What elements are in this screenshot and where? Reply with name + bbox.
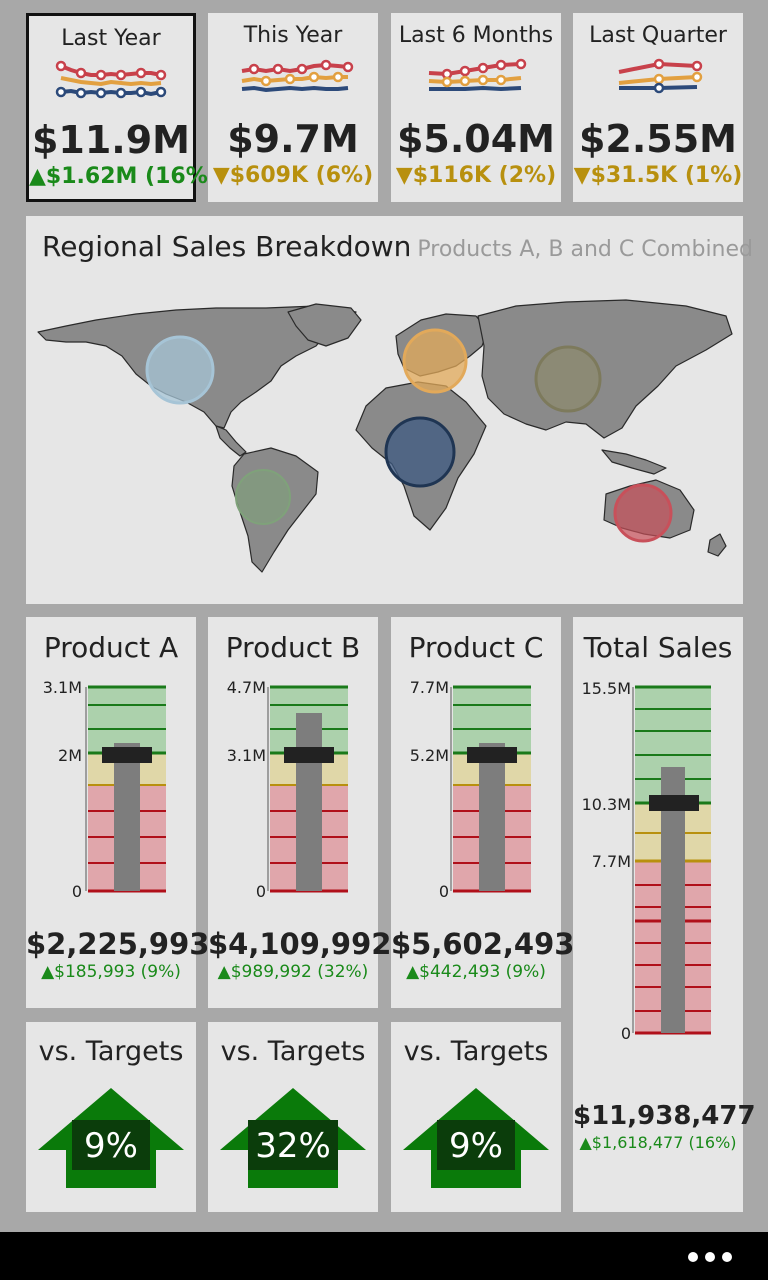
arrow-up-icon (220, 1088, 366, 1188)
product-b-tile[interactable]: Product B 4.7M 3.1M 0 $4,109,992 ▲$989,9… (208, 617, 392, 1008)
product-a-tile[interactable]: Product A 3.1M 2M 0 $2,225,993 ▲$185,993… (26, 617, 210, 1008)
sparkline-icon (428, 58, 527, 92)
period-title: Last Quarter (589, 23, 727, 48)
tick-label: 3.1M (227, 746, 266, 765)
period-value: $9.7M (227, 117, 359, 161)
dot (705, 1252, 715, 1262)
region-bubble-south-america (235, 469, 291, 525)
period-delta: ▼$116K (2%) (395, 163, 557, 188)
period-title: Last Year (61, 26, 161, 51)
period-title: Last 6 Months (398, 23, 554, 48)
continent-se-asia (601, 449, 667, 475)
period-title: This Year (243, 23, 343, 48)
map-title: Regional Sales Breakdown Products A, B an… (42, 230, 753, 263)
tick-label: 10.3M (582, 795, 631, 814)
total-sales-tile[interactable]: Total Sales 15.5M 10.3M 7.7M 0 $11,938,4… (573, 617, 756, 1212)
tick-label: 0 (439, 882, 449, 901)
tick-label: 3.1M (43, 678, 82, 697)
period-value: $5.04M (396, 117, 555, 161)
period-tile-last-year[interactable]: Last Year $11.9M ▲$1.62M (16%) (26, 13, 218, 202)
period-delta: ▼$31.5K (1%) (573, 163, 743, 188)
tick-label: 4.7M (227, 678, 266, 697)
tick-label: 7.7M (592, 852, 631, 871)
target-tile-product-a[interactable]: vs. Targets 9% (26, 1022, 196, 1212)
continent-greenland (287, 303, 362, 347)
bullet-gauge: 3.1M 2M 0 (43, 678, 166, 901)
arrow-up-icon (403, 1088, 549, 1188)
target-percent: 32% (255, 1126, 331, 1166)
period-value: $11.9M (31, 118, 190, 162)
period-tile-last-quarter[interactable]: Last Quarter $2.55M ▼$31.5K (1%) (573, 13, 743, 202)
continent-asia (477, 299, 733, 439)
product-delta: ▲$185,993 (9%) (41, 962, 181, 982)
product-delta: ▲$442,493 (9%) (406, 962, 546, 982)
target-percent: 9% (449, 1126, 503, 1166)
sparkline-icon (55, 60, 167, 99)
product-title: Product B (225, 631, 361, 664)
target-percent: 9% (84, 1126, 138, 1166)
target-title: vs. Targets (220, 1036, 366, 1067)
map-title-text: Regional Sales Breakdown (42, 230, 412, 263)
continent-central-america (215, 425, 247, 457)
region-bubble-africa (384, 416, 456, 488)
regional-sales-map-tile[interactable]: Regional Sales Breakdown Products A, B an… (26, 216, 753, 604)
product-title: Product A (43, 631, 179, 664)
region-bubble-australia (613, 483, 673, 543)
tick-label: 5.2M (410, 746, 449, 765)
bullet-gauge: 4.7M 3.1M 0 (227, 678, 348, 901)
map-subtitle: Products A, B and C Combined (417, 237, 753, 262)
bullet-gauge: 15.5M 10.3M 7.7M 0 (582, 679, 711, 1043)
arrow-up-icon (38, 1088, 184, 1188)
tick-label: 0 (72, 882, 82, 901)
dot (688, 1252, 698, 1262)
app-bar (0, 1232, 768, 1280)
product-c-tile[interactable]: Product C 7.7M 5.2M 0 $5,602,493 ▲$442,4… (391, 617, 575, 1008)
period-delta: ▼$609K (6%) (212, 163, 374, 188)
target-title: vs. Targets (403, 1036, 549, 1067)
total-delta: ▲$1,618,477 (16%) (579, 1133, 737, 1152)
period-tile-last-6-months[interactable]: Last 6 Months $5.04M ▼$116K (2%) (391, 13, 561, 202)
period-tile-this-year[interactable]: This Year $9.7M ▼$609K (6%) (208, 13, 378, 202)
continent-new-zealand (707, 533, 727, 557)
region-bubble-europe (402, 328, 468, 394)
tick-label: 0 (256, 882, 266, 901)
sparkline-icon (241, 59, 354, 93)
dot (722, 1252, 732, 1262)
period-value: $2.55M (578, 117, 737, 161)
region-bubble-asia (534, 345, 602, 413)
total-value: $11,938,477 (573, 1101, 756, 1131)
product-value: $5,602,493 (391, 927, 575, 961)
ellipsis-icon[interactable] (688, 1246, 732, 1266)
target-title: vs. Targets (38, 1036, 184, 1067)
product-value: $2,225,993 (26, 927, 210, 961)
product-title: Product C (408, 631, 544, 664)
product-value: $4,109,992 (208, 927, 392, 961)
tick-label: 7.7M (410, 678, 449, 697)
tick-label: 2M (58, 746, 82, 765)
world-map[interactable] (26, 216, 743, 604)
target-tile-product-c[interactable]: vs. Targets 9% (391, 1022, 561, 1212)
bullet-gauge: 7.7M 5.2M 0 (410, 678, 531, 901)
sparkline-icon (618, 58, 703, 94)
tick-label: 15.5M (582, 679, 631, 698)
product-delta: ▲$989,992 (32%) (217, 962, 369, 982)
total-title: Total Sales (583, 631, 733, 664)
period-delta: ▲$1.62M (16%) (29, 164, 218, 189)
tick-label: 0 (621, 1024, 631, 1043)
region-bubble-north-america (145, 335, 215, 405)
target-tile-product-b[interactable]: vs. Targets 32% (208, 1022, 378, 1212)
